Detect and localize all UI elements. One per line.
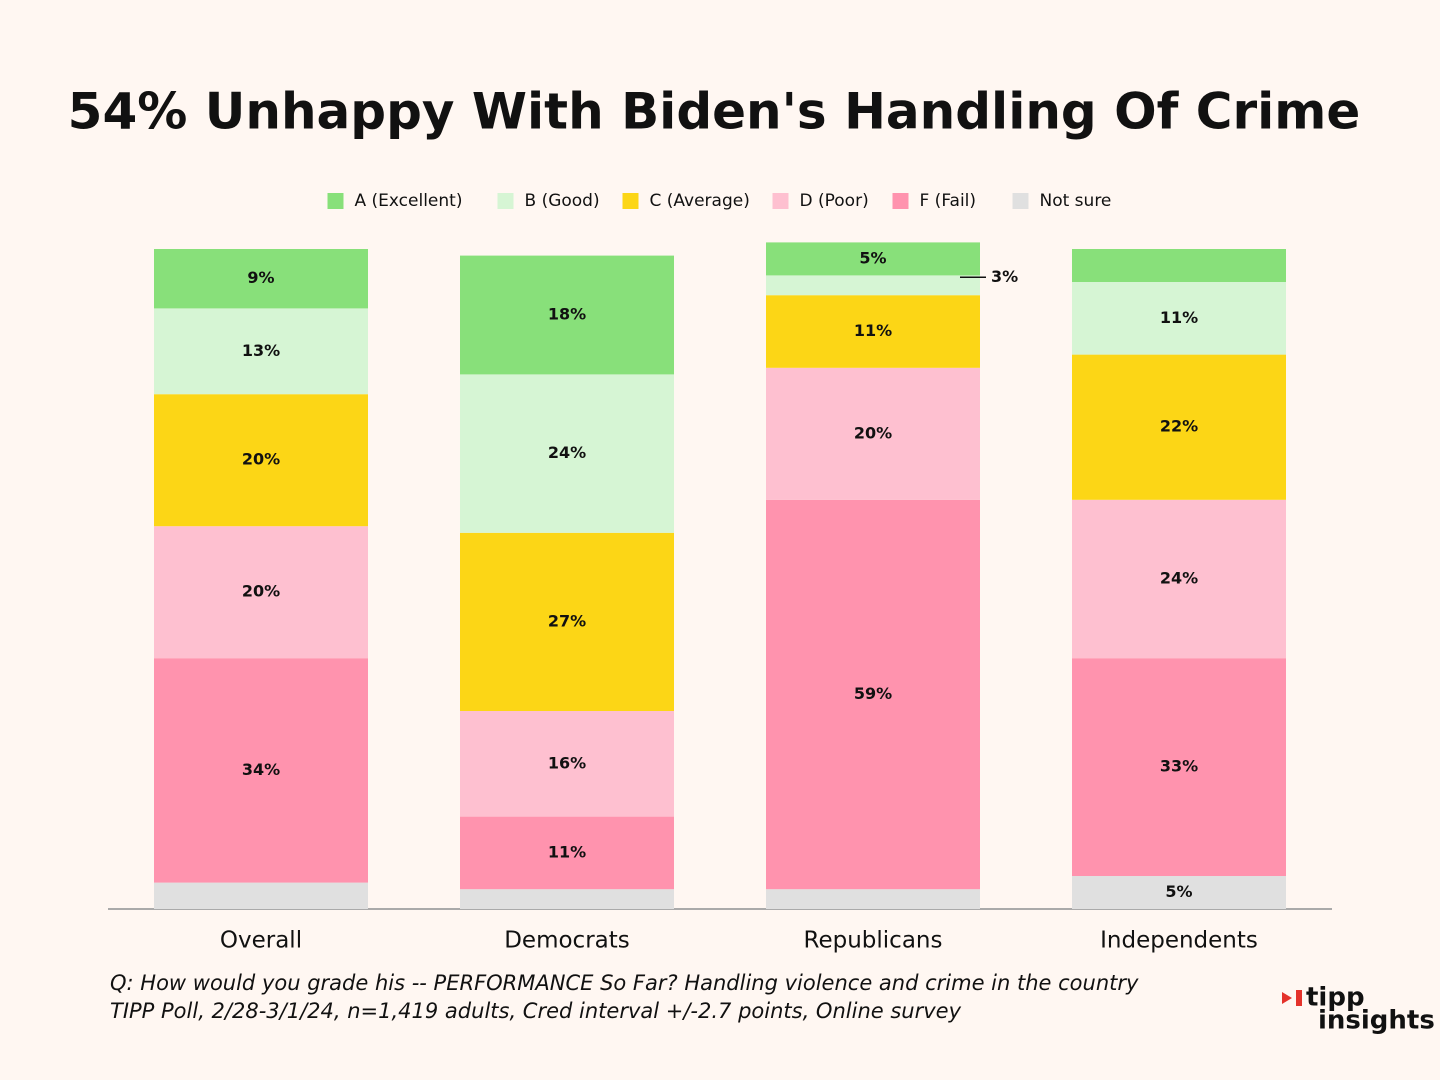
legend-label: Not sure <box>1040 191 1112 211</box>
value-label: 9% <box>247 268 274 287</box>
value-label: 5% <box>859 248 886 267</box>
value-label: 20% <box>854 423 892 442</box>
bar-segment <box>154 308 368 395</box>
legend-swatch <box>772 193 789 209</box>
chart-title: 54% Unhappy With Biden's Handling Of Cri… <box>68 83 1361 141</box>
x-tick-label: Overall <box>220 928 302 954</box>
legend-swatch <box>892 193 909 209</box>
bar-segment <box>1072 499 1286 659</box>
value-label: 13% <box>242 341 280 360</box>
bar-segment <box>154 249 368 309</box>
bar-segment <box>766 367 980 500</box>
logo-bar <box>1296 990 1302 1006</box>
value-label: 11% <box>854 321 892 340</box>
bar-segment <box>460 889 674 909</box>
footnote: TIPP Poll, 2/28-3/1/24, n=1,419 adults, … <box>110 999 962 1023</box>
bar-segment <box>154 658 368 883</box>
legend-swatch <box>497 193 514 209</box>
logo-text: tipp <box>1306 983 1365 1013</box>
value-label: 33% <box>1160 757 1198 776</box>
legend-label: D (Poor) <box>800 191 869 211</box>
value-label: 27% <box>548 611 586 630</box>
x-tick-label: Republicans <box>804 928 943 954</box>
logo-arrow <box>1282 992 1292 1004</box>
bar-segment <box>460 532 674 711</box>
bar-segment <box>460 816 674 890</box>
bar-segment <box>460 255 674 375</box>
x-tick-label: Democrats <box>504 928 630 954</box>
bar-segment <box>1072 354 1286 500</box>
bar-segment <box>154 394 368 527</box>
bar-segment <box>1072 876 1286 909</box>
bar-segment <box>766 275 980 296</box>
bar-segment <box>460 711 674 817</box>
legend-label: F (Fail) <box>920 191 977 211</box>
value-label: 22% <box>1160 417 1198 436</box>
bar-segment <box>1072 282 1286 355</box>
value-label: 24% <box>548 443 586 462</box>
value-label: 11% <box>1160 308 1198 327</box>
legend-swatch <box>1012 193 1029 209</box>
value-label: 16% <box>548 753 586 772</box>
bar-segment <box>1072 658 1286 876</box>
value-label: 24% <box>1160 569 1198 588</box>
logo: tipp insights <box>1282 983 1435 1036</box>
bar-segment <box>154 882 368 909</box>
bar-segment <box>766 889 980 909</box>
bar-segment <box>766 242 980 276</box>
value-label: 18% <box>548 305 586 324</box>
legend-label: A (Excellent) <box>355 191 463 211</box>
legend-swatch <box>327 193 344 209</box>
value-label: 20% <box>242 582 280 601</box>
bar-segment <box>460 374 674 533</box>
legend-swatch <box>622 193 639 209</box>
value-label: 5% <box>1165 882 1192 901</box>
x-tick-label: Independents <box>1100 928 1258 954</box>
value-label: 3% <box>991 267 1018 286</box>
bar-segment <box>154 526 368 659</box>
value-label: 20% <box>242 450 280 469</box>
footnote: Q: How would you grade his -- PERFORMANC… <box>110 971 1139 995</box>
legend-label: C (Average) <box>650 191 750 211</box>
bar-segment <box>766 499 980 890</box>
bar-segment <box>1072 249 1286 282</box>
legend-label: B (Good) <box>525 191 600 211</box>
value-label: 34% <box>242 760 280 779</box>
bar-segment <box>766 295 980 368</box>
value-label: 11% <box>548 842 586 861</box>
logo-text: insights <box>1318 1006 1435 1036</box>
value-label: 59% <box>854 684 892 703</box>
